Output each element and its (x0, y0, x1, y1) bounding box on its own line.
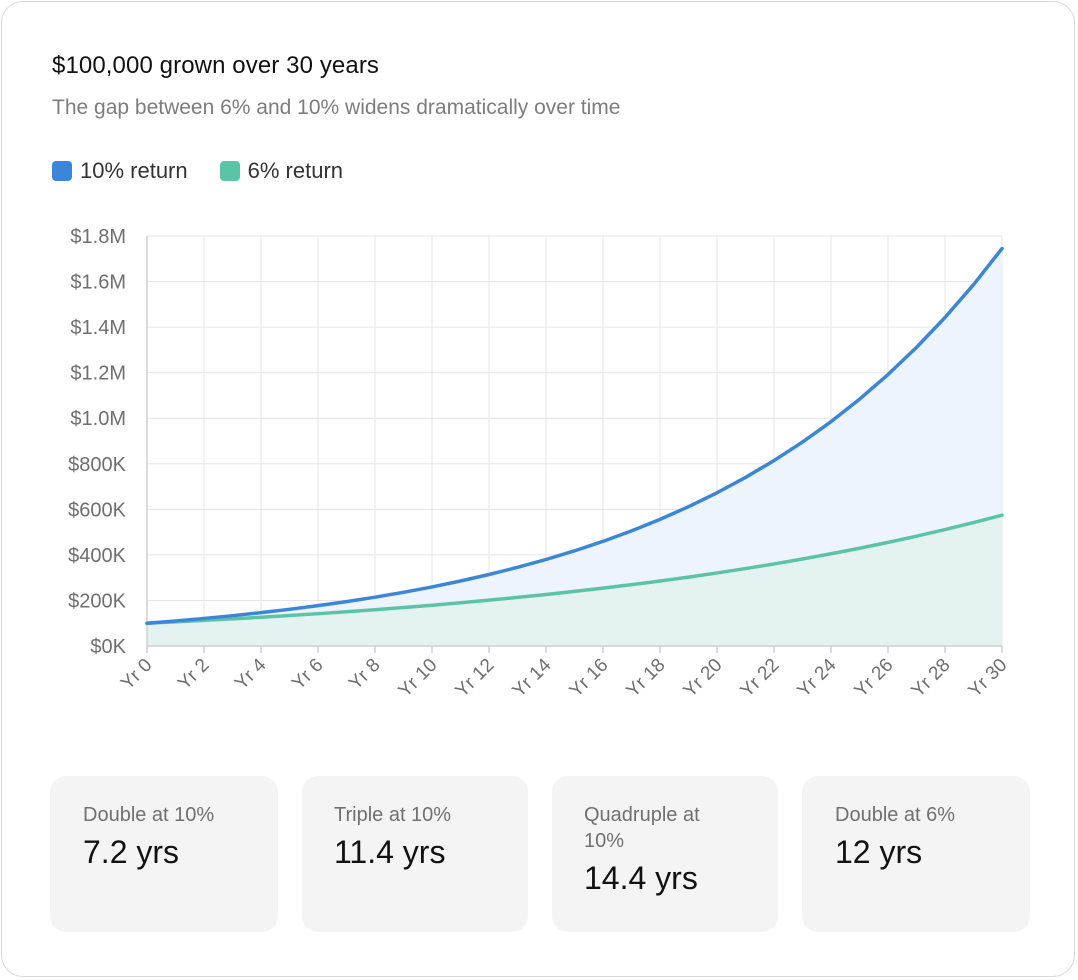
x-tick-label: Yr 28 (908, 655, 955, 702)
stat-card-double-6: Double at 6% 12 yrs (802, 776, 1030, 932)
stats-row: Double at 10% 7.2 yrs Triple at 10% 11.4… (50, 776, 1030, 932)
x-tick-label: Yr 26 (851, 655, 898, 702)
chart-title: $100,000 grown over 30 years (52, 52, 380, 79)
stat-card-quadruple-10: Quadruple at 10% 14.4 yrs (552, 776, 778, 932)
x-tick-label: Yr 20 (680, 655, 727, 702)
x-tick-label: Yr 4 (231, 654, 271, 694)
x-tick-label: Yr 12 (452, 655, 499, 702)
stat-label: Double at 6% (835, 804, 956, 826)
chart-subtitle: The gap between 6% and 10% widens dramat… (52, 96, 621, 119)
y-tick-label: $200K (68, 590, 126, 612)
y-tick-label: $0K (90, 636, 126, 658)
x-tick-label: Yr 8 (345, 655, 384, 694)
y-tick-label: $1.6M (70, 272, 126, 294)
legend-swatch-6-percent (219, 161, 240, 181)
legend: 10% return 6% return (52, 158, 343, 184)
series-area-0 (147, 248, 1002, 647)
stat-label: Triple at 10% (334, 804, 452, 826)
y-tick-label: $1.2M (70, 363, 126, 385)
stat-value: 12 yrs (835, 834, 923, 870)
stat-value: 11.4 yrs (334, 834, 446, 870)
y-tick-label: $400K (68, 545, 126, 567)
x-tick-label: Yr 10 (395, 655, 442, 702)
stat-card-double-10: Double at 10% 7.2 yrs (50, 776, 278, 932)
x-tick-label: Yr 24 (794, 654, 841, 701)
x-tick-label: Yr 22 (737, 655, 784, 702)
x-tick-label: Yr 14 (509, 654, 556, 701)
series-line-1 (145, 513, 1004, 625)
stat-card-triple-10: Triple at 10% 11.4 yrs (302, 776, 528, 932)
stat-value: 7.2 yrs (83, 834, 180, 870)
series-line-0 (145, 246, 1004, 625)
x-tick-label: Yr 0 (117, 655, 156, 694)
stat-label: Quadruple at 10% (584, 804, 700, 852)
x-tick-label: Yr 18 (623, 655, 670, 702)
legend-label-10-percent: 10% return (80, 158, 188, 183)
y-tick-label: $600K (68, 499, 126, 521)
x-tick-label: Yr 2 (174, 655, 213, 694)
x-tick-label: Yr 16 (566, 655, 613, 702)
x-tick-label: Yr 30 (965, 655, 1012, 702)
y-tick-label: $1.8M (70, 226, 126, 248)
y-tick-label: $1.0M (70, 408, 126, 430)
y-tick-label: $800K (68, 454, 126, 476)
growth-chart: $0K $200K $400K $600K $800K $1.0M $1.2M $1.4M $1… (68, 226, 1012, 702)
legend-swatch-10-percent (52, 161, 72, 181)
legend-item-6-percent[interactable]: 6% return (219, 158, 344, 184)
x-tick-label: Yr 6 (288, 655, 327, 694)
series-area-1 (147, 515, 1002, 646)
legend-label-6-percent: 6% return (247, 158, 344, 183)
y-tick-label: $1.4M (70, 317, 126, 339)
stat-value: 14.4 yrs (584, 860, 698, 896)
legend-item-10-percent[interactable]: 10% return (52, 158, 188, 184)
stat-label: Double at 10% (83, 804, 215, 826)
